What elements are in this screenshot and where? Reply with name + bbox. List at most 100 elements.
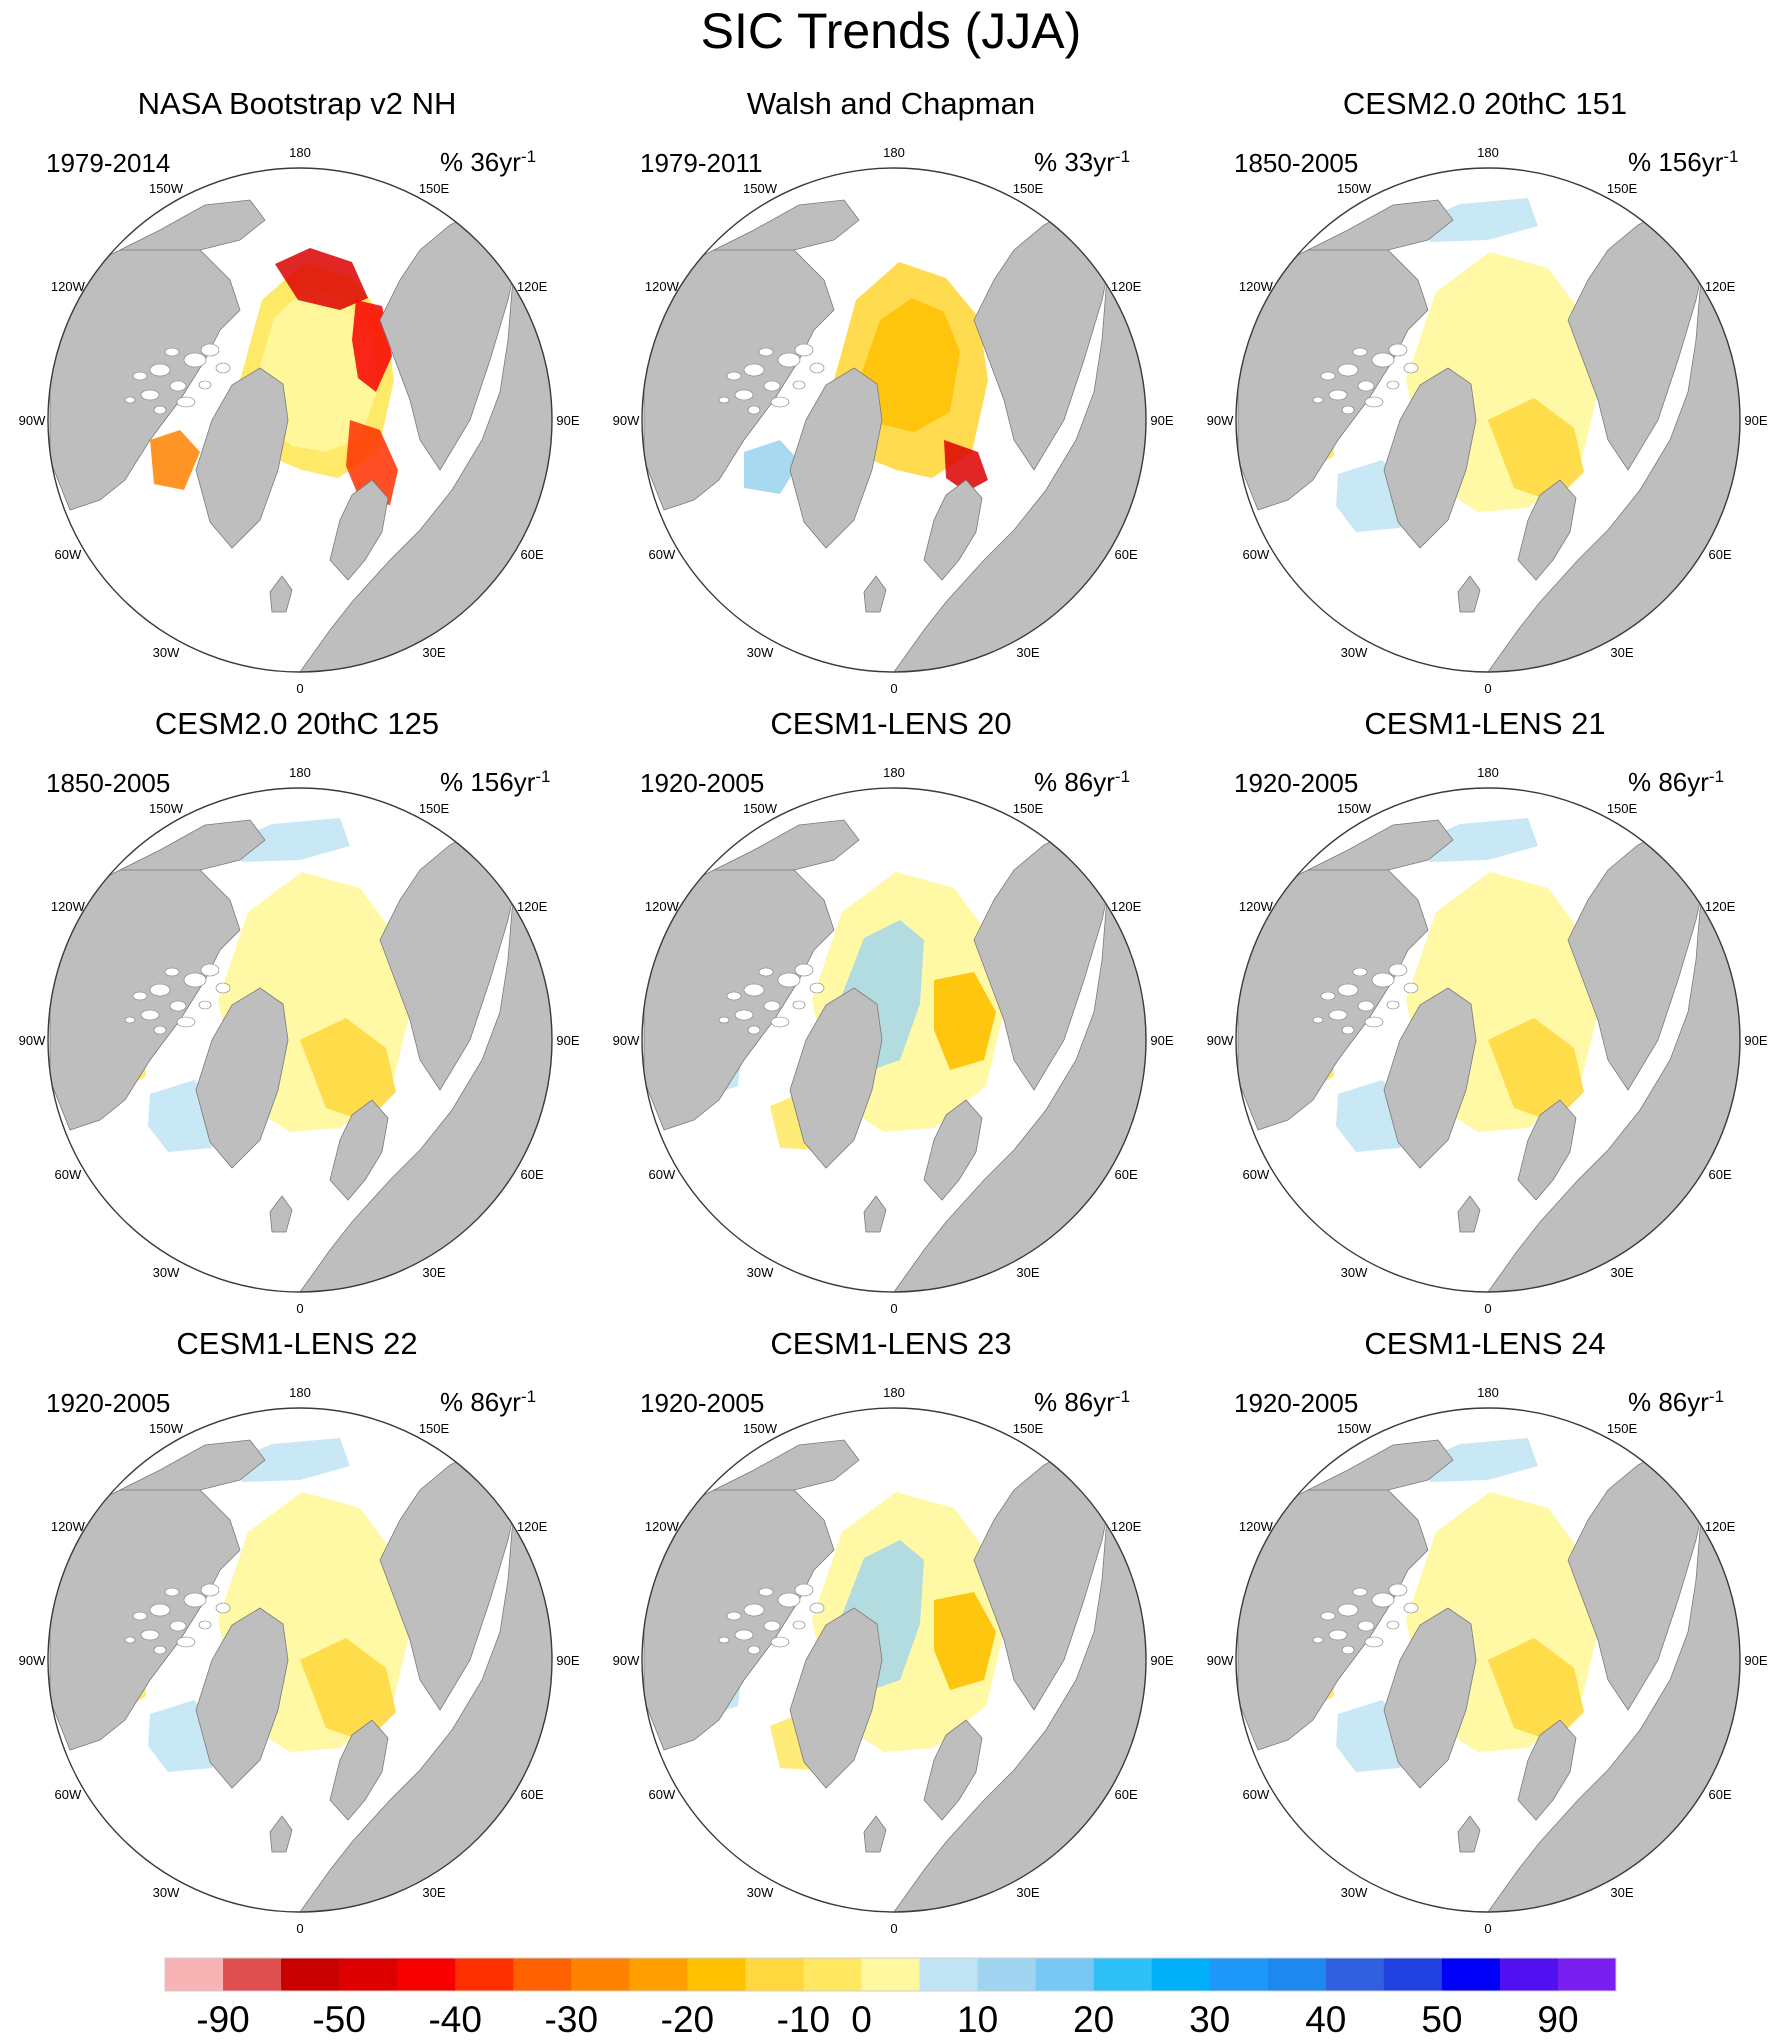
longitude-label: 90W (19, 1033, 46, 1048)
longitude-label: 150W (743, 1421, 778, 1436)
longitude-label: 120W (51, 1519, 86, 1534)
colorbar-swatch (1035, 1958, 1095, 1991)
colorbar-swatch (803, 1958, 862, 1991)
land-mass (1383, 367, 1477, 549)
archipelago-channel (1337, 363, 1359, 377)
panel-units: % 86yr-1 (1628, 762, 1724, 797)
longitude-label: 150W (149, 801, 184, 816)
longitude-label: 150E (1013, 801, 1044, 816)
longitude-label: 120W (1239, 279, 1274, 294)
longitude-label: 90W (1207, 413, 1234, 428)
polar-map: 180 150E 120E 90E 60E 30E 0 30W 60W 90W 120W 150W (613, 145, 1174, 696)
longitude-label: 180 (883, 1385, 905, 1400)
longitude-label: 60E (1115, 1167, 1138, 1182)
map-panels: 180 150E 120E 90E 60E 30E 0 30W 60W 90W 120W 150W N… (19, 0, 1782, 1936)
longitude-label: 150E (419, 181, 450, 196)
archipelago-channel (169, 1620, 187, 1632)
panel-title: CESM1-LENS 23 (770, 1326, 1012, 1361)
longitude-label: 90E (1150, 1653, 1173, 1668)
longitude-label: 30W (153, 1885, 180, 1900)
longitude-label: 90W (19, 413, 46, 428)
longitude-label: 90E (1150, 1033, 1173, 1048)
longitude-label: 30W (1341, 645, 1368, 660)
colorbar-swatch (861, 1958, 920, 1991)
colorbar-tick-label: -40 (428, 1999, 481, 2040)
panel-period: 1920-2005 (640, 768, 765, 798)
map-clip-group (1237, 1438, 1740, 1912)
archipelago-channel (770, 1636, 790, 1648)
longitude-label: 90E (1150, 413, 1173, 428)
longitude-label: 120E (1111, 1519, 1142, 1534)
colorbar-swatch (455, 1958, 514, 1991)
archipelago-channel (726, 1611, 742, 1621)
archipelago-channel (1312, 1016, 1324, 1024)
archipelago-channel (132, 991, 148, 1001)
colorbar-tick-label: 90 (1537, 1999, 1578, 2040)
archipelago-channel (763, 1000, 781, 1012)
archipelago-channel (183, 972, 207, 988)
panel-period: 1920-2005 (46, 1388, 171, 1418)
archipelago-channel (1320, 991, 1336, 1001)
land-mass (195, 987, 289, 1169)
archipelago-channel (1328, 1009, 1348, 1021)
archipelago-channel (1386, 380, 1400, 390)
archipelago-channel (153, 1025, 167, 1035)
units-text: % 86yr (1034, 1387, 1115, 1417)
archipelago-channel (1312, 396, 1324, 404)
map-boundary (47, 787, 553, 1293)
archipelago-channel (1388, 343, 1408, 357)
archipelago-channel (758, 967, 774, 977)
archipelago-channel (1403, 1602, 1419, 1614)
longitude-label: 150E (1013, 1421, 1044, 1436)
map-boundary (1235, 1407, 1741, 1913)
archipelago-channel (149, 363, 171, 377)
longitude-label: 60W (55, 547, 82, 562)
archipelago-channel (792, 380, 806, 390)
longitude-label: 120W (645, 1519, 680, 1534)
archipelago-channel (176, 1636, 196, 1648)
archipelago-channel (1403, 982, 1419, 994)
archipelago-channel (149, 1603, 171, 1617)
land-mass (329, 1719, 389, 1821)
panel-title: CESM1-LENS 22 (176, 1326, 418, 1361)
archipelago-channel (200, 343, 220, 357)
land-mass (1383, 1607, 1477, 1789)
archipelago-channel (758, 347, 774, 357)
longitude-label: 90E (1744, 1653, 1767, 1668)
longitude-label: 0 (890, 681, 897, 696)
land-mass (1517, 1099, 1577, 1201)
panel-period: 1920-2005 (1234, 1388, 1359, 1418)
colorbar-swatch (687, 1958, 746, 1991)
archipelago-channel (794, 343, 814, 357)
archipelago-channel (169, 380, 187, 392)
polar-map: 180 150E 120E 90E 60E 30E 0 30W 60W 90W 120W 150W (19, 765, 580, 1316)
panel-period: 1979-2014 (46, 148, 171, 178)
land-mass (923, 1099, 983, 1201)
longitude-label: 30E (422, 1885, 445, 1900)
colorbar-swatch (513, 1958, 572, 1991)
archipelago-channel (164, 967, 180, 977)
panel-units: % 86yr-1 (1034, 762, 1130, 797)
archipelago-channel (1364, 396, 1384, 408)
map-boundary (641, 787, 1147, 1293)
panel-period: 1850-2005 (46, 768, 171, 798)
map-panel: 180 150E 120E 90E 60E 30E 0 30W 60W 90W 120W 150W C… (1188, 0, 1782, 696)
archipelago-channel (718, 1636, 730, 1644)
colorbar-tick-label: -30 (545, 1999, 598, 2040)
archipelago-channel (169, 1000, 187, 1012)
units-text: % 86yr (1628, 1387, 1709, 1417)
longitude-label: 180 (1477, 765, 1499, 780)
longitude-label: 150W (743, 181, 778, 196)
longitude-label: 150W (149, 181, 184, 196)
colorbar-tick-label: -50 (312, 1999, 365, 2040)
longitude-label: 90W (1207, 1653, 1234, 1668)
archipelago-channel (1364, 1016, 1384, 1028)
longitude-label: 60W (649, 1787, 676, 1802)
archipelago-channel (124, 396, 136, 404)
sic-trend-field (944, 440, 988, 492)
units-exponent: -1 (1708, 1387, 1725, 1406)
sic-trend-field (1488, 1018, 1584, 1122)
longitude-label: 60W (1243, 1167, 1270, 1182)
colorbar-swatch (165, 1958, 224, 1991)
longitude-label: 120E (1705, 279, 1736, 294)
